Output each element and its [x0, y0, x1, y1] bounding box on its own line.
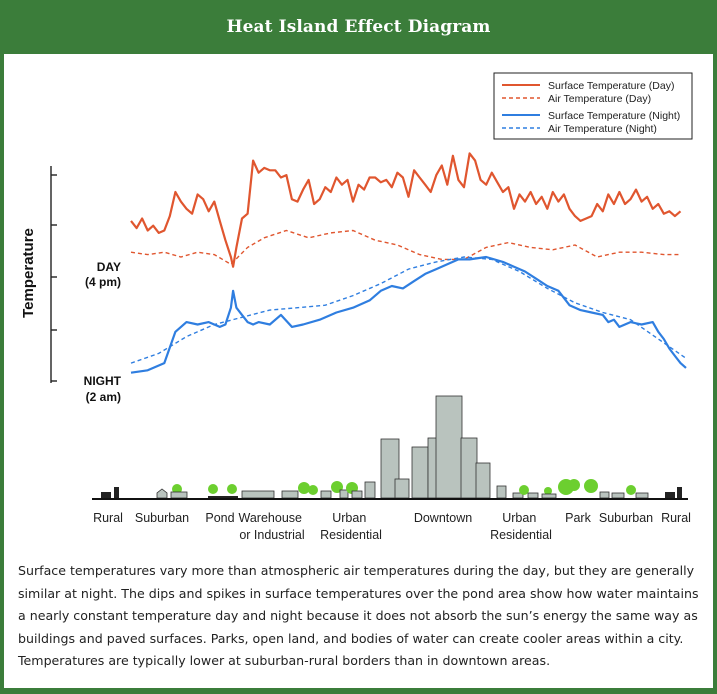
diagram-title: Heat Island Effect Diagram: [226, 17, 491, 37]
y-tick-sublabel-night: (2 am): [86, 390, 121, 404]
zone-label-suburban-left: Suburban: [135, 511, 189, 525]
house: [170, 491, 188, 499]
tree: [298, 482, 310, 494]
legend-label-air-day: Air Temperature (Day): [548, 93, 651, 105]
house: [320, 490, 332, 499]
building: [101, 492, 111, 498]
legend-label-surface-day: Surface Temperature (Day): [548, 80, 674, 92]
y-axis-label: Temperature: [20, 228, 37, 318]
zone-label-pond: Pond: [205, 511, 234, 525]
legend: Surface Temperature (Day) Air Temperatur…: [493, 72, 693, 140]
building: [665, 492, 675, 498]
tree: [308, 485, 318, 495]
legend-label-surface-night: Surface Temperature (Night): [548, 110, 680, 122]
x-zone-labels: Rural Suburban Pond Warehouse or Industr…: [93, 511, 691, 542]
cityscape: [92, 395, 688, 500]
tree: [519, 485, 529, 495]
tree: [172, 484, 182, 494]
zone-label-rural-right: Rural: [661, 511, 691, 525]
warehouse: [241, 490, 275, 499]
tree: [544, 487, 552, 495]
house: [156, 488, 168, 499]
tower: [475, 462, 491, 499]
frame-right-border: [713, 54, 717, 690]
ground-line: [92, 498, 688, 500]
building: [496, 485, 507, 499]
zone-label-warehouse: Warehouse or Industrial: [239, 511, 306, 542]
tree: [626, 485, 636, 495]
diagram-caption: Surface temperatures vary more than atmo…: [18, 563, 699, 668]
zone-label-rural-left: Rural: [93, 511, 123, 525]
series-layer: [130, 152, 687, 374]
series-air-temperature-day: [130, 229, 681, 266]
house: [541, 493, 557, 499]
tower: [435, 395, 463, 499]
series-surface-temperature-day: [130, 152, 682, 268]
footer-bar: [0, 688, 717, 694]
zone-label-park: Park: [565, 511, 591, 525]
building: [677, 487, 682, 498]
zone-label-suburban-right: Suburban: [599, 511, 653, 525]
house: [599, 491, 610, 499]
y-tick-label-day: DAY: [97, 260, 121, 274]
tower: [394, 478, 410, 499]
zone-label-urban-residential-right: Urban Residential: [490, 511, 552, 542]
house: [339, 489, 349, 499]
tree: [568, 479, 580, 491]
series-surface-temperature-night: [130, 255, 687, 374]
header-bar: Heat Island Effect Diagram: [0, 0, 717, 54]
zone-label-urban-residential-left: Urban Residential: [320, 511, 382, 542]
building: [114, 487, 119, 498]
house: [611, 492, 625, 499]
tower: [411, 446, 429, 499]
zone-label-downtown: Downtown: [414, 511, 472, 525]
tower: [460, 437, 478, 499]
series-air-temperature-night: [130, 256, 687, 364]
y-tick-label-night: NIGHT: [84, 374, 122, 388]
tree: [584, 479, 598, 493]
heat-island-chart: Temperature DAY (4 pm) NIGHT (2 am) Surf…: [20, 72, 693, 542]
pond: [208, 496, 238, 499]
frame-left-border: [0, 54, 4, 690]
building: [364, 481, 376, 499]
house: [635, 492, 649, 499]
legend-label-air-night: Air Temperature (Night): [548, 123, 657, 135]
tree: [227, 484, 237, 494]
warehouse: [281, 490, 299, 499]
tree: [208, 484, 218, 494]
house: [351, 490, 363, 499]
house: [527, 492, 539, 499]
y-tick-sublabel-day: (4 pm): [85, 275, 121, 289]
